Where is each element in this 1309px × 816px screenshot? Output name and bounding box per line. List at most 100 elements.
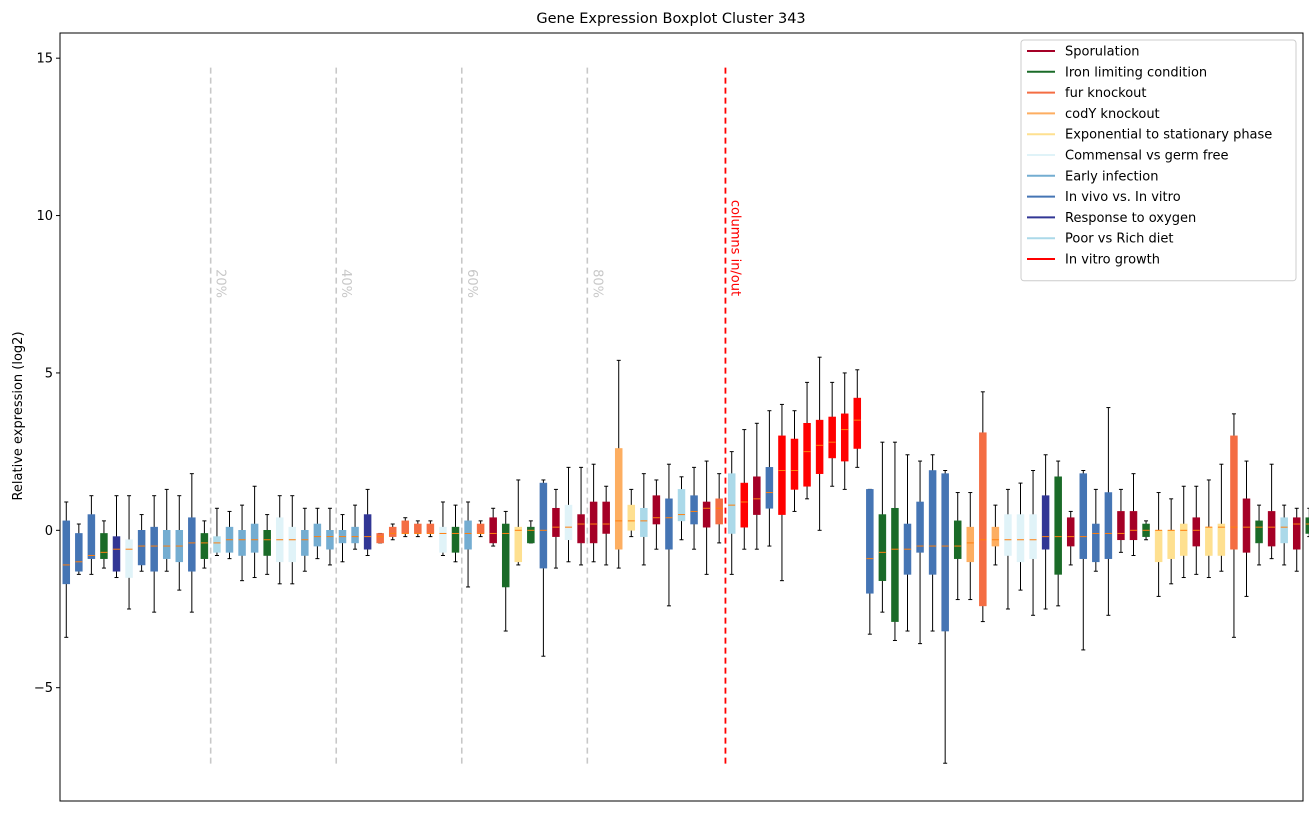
box-2 (75, 523, 83, 575)
box-32 (451, 504, 460, 563)
box-67 (891, 441, 899, 641)
box-body (878, 514, 887, 581)
box-body (250, 523, 259, 553)
box-38 (527, 520, 535, 544)
legend-label: fur knockout (1065, 86, 1147, 101)
box-body (501, 523, 510, 588)
legend-label: Iron limiting condition (1065, 65, 1207, 80)
box-82 (1079, 470, 1088, 651)
box-body (489, 517, 497, 544)
box-24 (351, 504, 359, 550)
box-body (1029, 514, 1037, 559)
box-body (803, 422, 811, 487)
box-body (313, 523, 322, 547)
box-body (1041, 495, 1050, 550)
box-77 (1016, 482, 1025, 591)
y-tick-label: 0 (45, 524, 53, 539)
box-body (778, 435, 786, 515)
box-42 (577, 466, 585, 566)
box-65 (866, 488, 874, 635)
plot-area: 20% 40% 60% 80% columns in/out (62, 67, 1309, 767)
plot-frame (59, 32, 1304, 802)
box-85 (1117, 488, 1125, 553)
box-body (1305, 517, 1309, 534)
box-body (891, 507, 899, 622)
box-26 (376, 532, 384, 544)
reference-line-label: columns in/out (727, 200, 742, 296)
box-52 (702, 460, 711, 575)
box-body (966, 526, 975, 563)
box-body (640, 507, 648, 537)
box-64 (853, 369, 862, 468)
box-body (1292, 517, 1301, 550)
box-9 (162, 488, 171, 572)
box-body (1092, 523, 1100, 563)
box-84 (1104, 407, 1113, 616)
box-90 (1179, 485, 1188, 579)
box-body (753, 476, 761, 515)
box-79 (1041, 454, 1050, 610)
box-61 (815, 356, 824, 531)
box-68 (903, 454, 912, 632)
box-body (1230, 435, 1238, 550)
box-88 (1154, 492, 1163, 597)
box-body (1255, 520, 1263, 544)
box-81 (1066, 510, 1075, 566)
box-43 (589, 463, 598, 563)
box-28 (401, 517, 410, 538)
box-body (188, 517, 196, 572)
box-body (75, 533, 83, 572)
box-8 (150, 495, 158, 613)
box-96 (1255, 504, 1263, 566)
box-body (414, 523, 422, 534)
box-body (677, 489, 686, 522)
box-body (238, 530, 246, 556)
box-body (690, 495, 698, 525)
box-body (1217, 523, 1226, 556)
box-body (665, 498, 673, 550)
box-body (1054, 476, 1062, 575)
box-34 (476, 520, 485, 538)
box-97 (1267, 463, 1276, 560)
box-body (1242, 498, 1251, 553)
box-27 (388, 523, 397, 541)
box-83 (1092, 488, 1100, 572)
y-tick-label: 5 (45, 366, 53, 381)
box-1 (62, 501, 71, 638)
box-body (100, 533, 108, 559)
box-body (1104, 492, 1113, 559)
box-39 (539, 479, 548, 657)
box-body (451, 526, 460, 553)
box-body (979, 432, 987, 607)
box-13 (213, 507, 221, 556)
box-body (866, 489, 874, 594)
box-100 (1305, 507, 1309, 538)
box-body (715, 498, 723, 525)
box-body (426, 523, 435, 534)
box-98 (1280, 504, 1288, 566)
box-74 (979, 391, 987, 623)
box-body (602, 501, 610, 534)
box-body (326, 530, 334, 550)
box-body (564, 504, 573, 541)
box-49 (665, 463, 673, 607)
box-body (288, 526, 297, 563)
box-10 (175, 495, 184, 591)
y-tick-label: −5 (34, 681, 53, 696)
box-body (953, 520, 962, 559)
box-25 (363, 488, 372, 556)
box-body (1167, 530, 1175, 559)
box-23 (338, 514, 347, 563)
box-body (727, 473, 736, 534)
box-body (1117, 511, 1125, 541)
box-6 (125, 495, 133, 610)
box-body (1280, 517, 1288, 544)
box-body (388, 526, 397, 537)
reference-line-label: 60% (464, 269, 479, 298)
reference-line-label: 20% (213, 269, 228, 298)
legend-frame (1020, 39, 1297, 282)
box-17 (263, 514, 271, 575)
legend-label: Sporulation (1065, 45, 1140, 60)
legend-label: In vivo vs. In vitro (1065, 190, 1181, 205)
box-36 (501, 510, 510, 632)
